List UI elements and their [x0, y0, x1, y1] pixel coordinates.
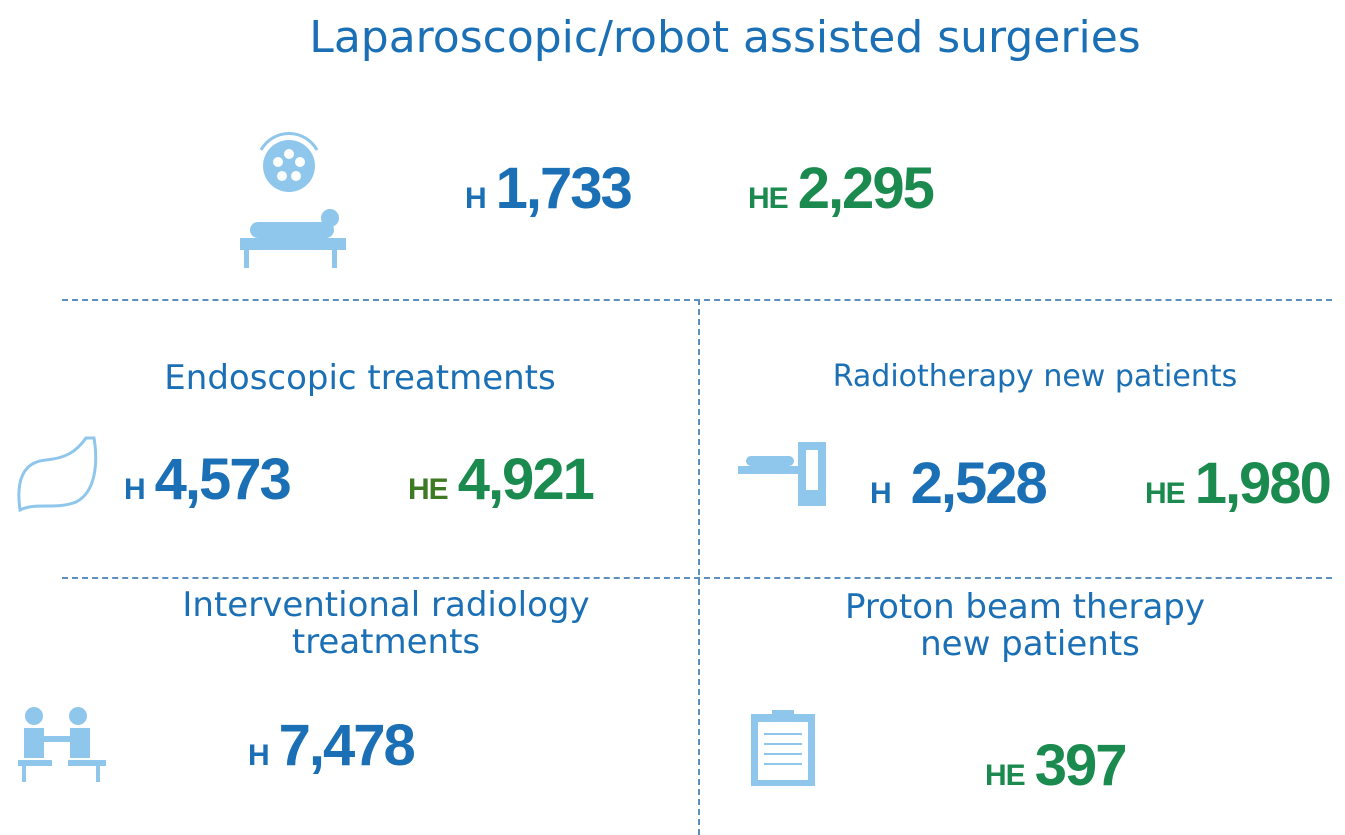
section-title: Proton beam therapy: [844, 587, 1206, 627]
stat: HE 1,980: [1145, 450, 1332, 517]
divider: [698, 299, 700, 835]
stat-prefix: H: [465, 182, 487, 215]
clipboard-icon: [751, 710, 815, 786]
stat-value: 397: [1034, 733, 1128, 798]
stat-value: 2,528: [910, 451, 1048, 516]
stat-value: 1,980: [1194, 451, 1332, 516]
radiotherapy-icon: [738, 442, 826, 506]
stat-prefix: HE: [408, 473, 449, 506]
stat: HE 397: [985, 732, 1128, 799]
main-title: Laparoscopic/robot assisted surgeries: [309, 12, 1141, 63]
section-title: Interventional radiology: [182, 585, 590, 625]
stat: H 4,573: [124, 446, 292, 513]
stat: H 2,528: [870, 450, 1048, 517]
stat: HE 4,921: [408, 446, 595, 513]
stat-prefix: H: [870, 477, 892, 510]
stat-value: 1,733: [495, 156, 633, 221]
section-title: Endoscopic treatments: [164, 358, 556, 398]
stat: H 7,478: [248, 712, 416, 779]
stat-value: 2,295: [797, 156, 935, 221]
endoscope-icon: [17, 436, 98, 513]
section-title: new patients: [920, 624, 1140, 664]
divider: [62, 577, 1332, 579]
consultation-icon: [18, 707, 106, 782]
stat-value: 4,921: [457, 447, 595, 512]
stat-value: 4,573: [154, 447, 292, 512]
section-title: treatments: [291, 622, 481, 662]
section-title: Radiotherapy new patients: [832, 359, 1238, 394]
stat-prefix: HE: [985, 759, 1026, 792]
divider: [62, 299, 1332, 301]
stat-value: 7,478: [278, 713, 416, 778]
stat-prefix: H: [248, 739, 270, 772]
stat-prefix: H: [124, 473, 146, 506]
stat-prefix: HE: [748, 182, 789, 215]
surgery-icon: [240, 132, 346, 268]
stat-prefix: HE: [1145, 477, 1186, 510]
stat: HE 2,295: [748, 155, 935, 222]
stat: H 1,733: [465, 155, 633, 222]
